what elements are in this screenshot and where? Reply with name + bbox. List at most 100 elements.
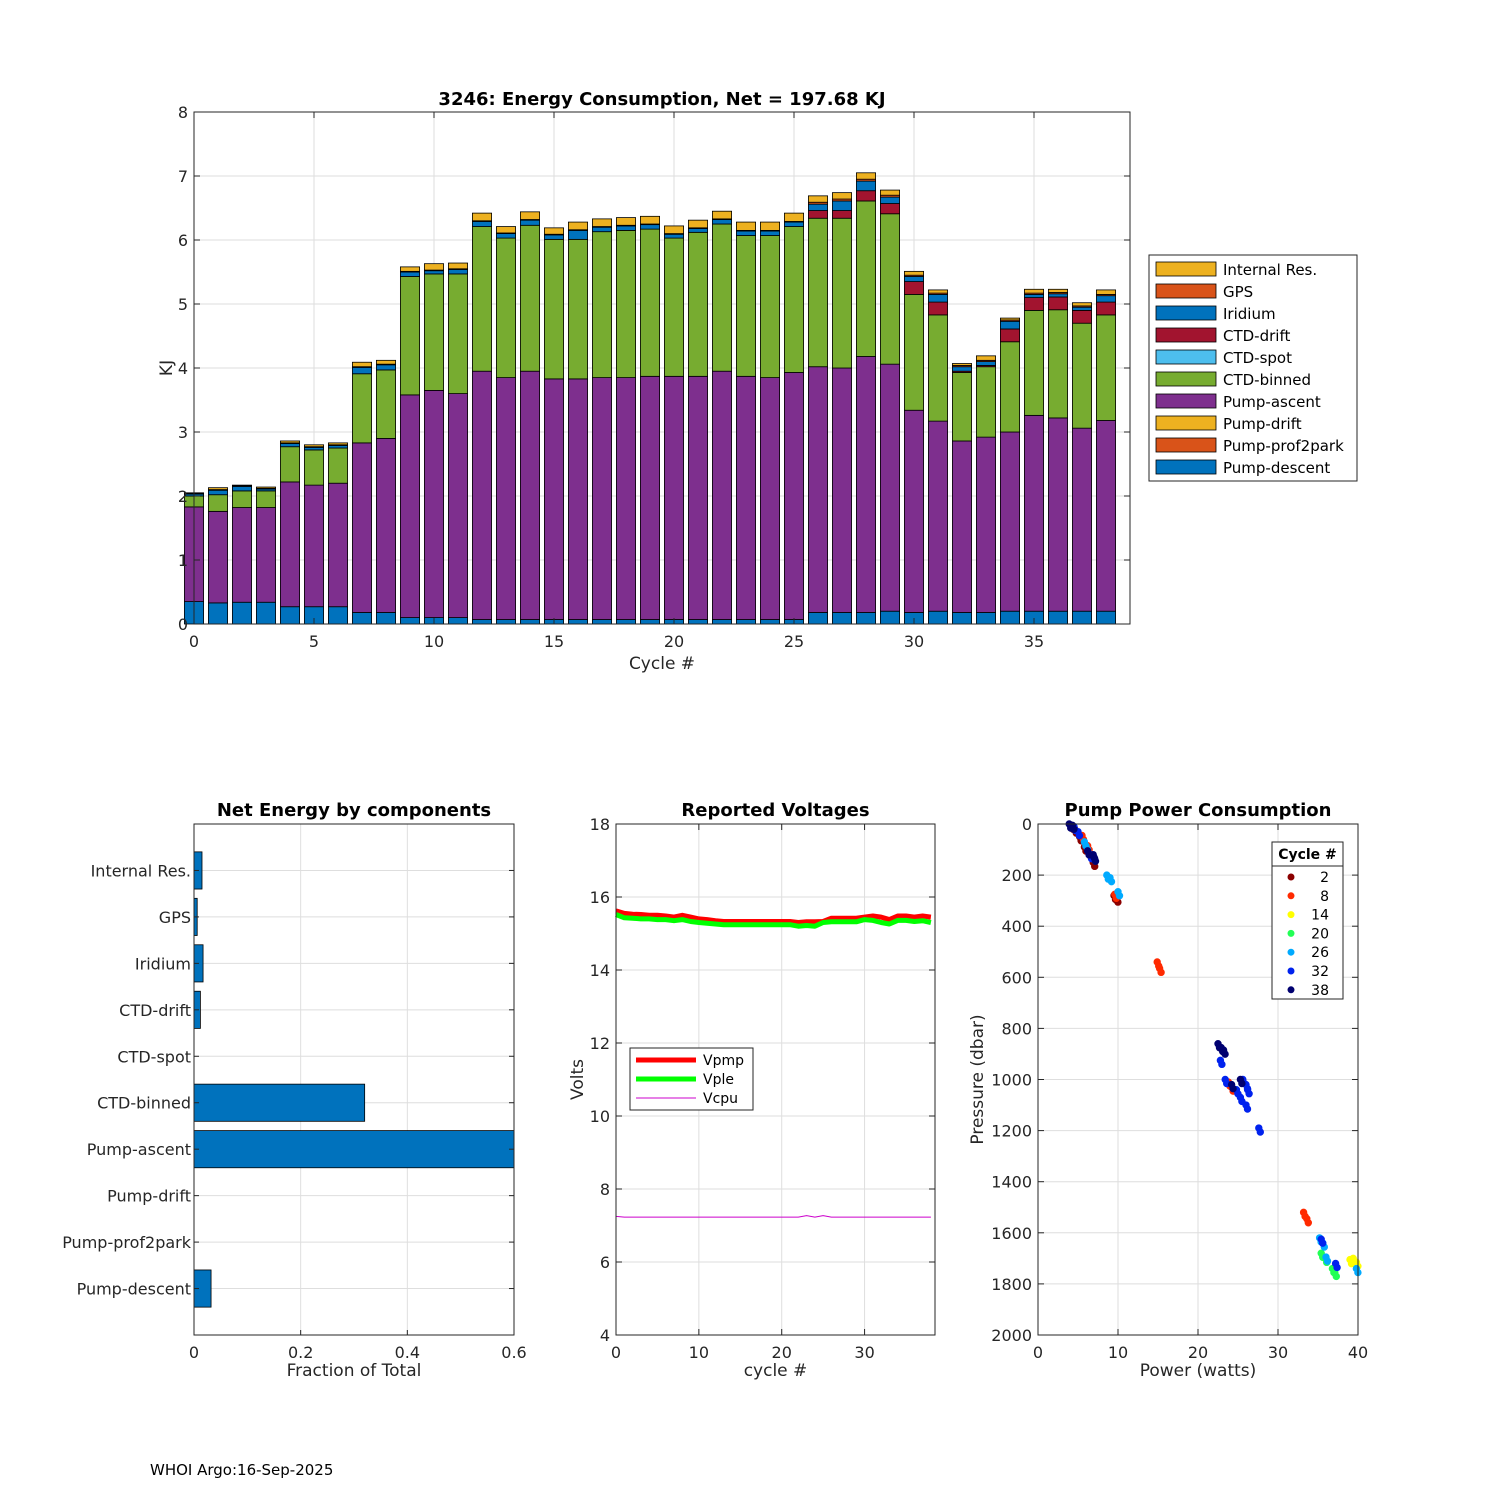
energy-bar-segment (952, 363, 973, 366)
energy-chart: 0 5 10 15 20 25 30 35 0 1 2 3 4 5 6 7 8 3246: Energy Cons… (157, 89, 1358, 674)
energy-bar-segment (1048, 610, 1069, 625)
energy-bar-segment (976, 355, 997, 361)
energy-bar-segment (664, 375, 685, 620)
pump-power-point (1070, 825, 1078, 833)
energy-legend-swatch (1155, 349, 1217, 365)
pump-power-point (1229, 1084, 1237, 1093)
voltages-line-vple (615, 912, 932, 929)
energy-bar-segment (1000, 341, 1021, 433)
energy-bar-segment (399, 394, 420, 619)
pump-power-ytick-label: 1400 (991, 1173, 1032, 1192)
energy-bar-segment (640, 228, 661, 377)
energy-bar-segment (207, 494, 228, 512)
energy-bar-segment (375, 612, 396, 625)
components-chart: 0 0.2 0.4 0.6 Internal Res. GPS Iridium CTD-dri… (62, 800, 527, 1381)
energy-legend-swatch (1155, 305, 1217, 321)
energy-bar-segment (327, 442, 348, 446)
pump-power-xtick-label: 0 (1033, 1343, 1043, 1362)
pump-power-legend-marker (1287, 873, 1295, 881)
energy-legend-label: CTD-spot (1223, 349, 1292, 367)
energy-xtick-label: 30 (904, 632, 924, 651)
energy-bar-segment (880, 203, 901, 215)
energy-bar-segment (1024, 293, 1045, 298)
energy-bar-segment (856, 172, 877, 180)
energy-bar-segment (760, 221, 781, 231)
energy-bar-segment (808, 195, 829, 203)
pump-power-ytick-label: 1800 (991, 1275, 1032, 1294)
energy-bar-segment (255, 486, 276, 489)
pump-power-xlabel: Power (watts) (1140, 1361, 1257, 1381)
energy-bar-segment (1048, 293, 1069, 298)
energy-bar-segment (952, 366, 973, 372)
pump-power-legend-marker (1287, 892, 1295, 900)
voltages-xtick-label: 30 (854, 1343, 874, 1362)
energy-bar-segment (616, 619, 637, 625)
energy-bar-segment (640, 224, 661, 230)
energy-bar-segment (544, 378, 565, 620)
energy-bar-segment (1000, 431, 1021, 612)
energy-bar-segment (399, 617, 420, 625)
energy-bar-segment (976, 612, 997, 625)
energy-bar-segment (856, 612, 877, 625)
pump-power-ytick-label: 1000 (991, 1071, 1032, 1090)
voltages-legend-label: Vcpu (703, 1091, 738, 1107)
energy-bar-segment (928, 289, 949, 294)
energy-bar-segment (471, 619, 492, 625)
energy-bar-segment (231, 490, 252, 508)
energy-bar-segment (447, 393, 468, 619)
pump-power-point (1115, 892, 1124, 900)
energy-bar-segment (1072, 309, 1093, 324)
pump-power-legend-label: 38 (1311, 983, 1329, 999)
pump-power-legend-marker (1287, 986, 1295, 994)
energy-bar-segment (688, 619, 709, 625)
energy-bar-segment (760, 619, 781, 625)
energy-ytick-label: 5 (178, 295, 188, 314)
components-title: Net Energy by components (217, 800, 491, 821)
energy-bar-segment (568, 378, 589, 620)
pump-power-ytick-label: 1600 (991, 1224, 1032, 1243)
pump-power-point (1075, 831, 1084, 840)
energy-bar-segment (495, 226, 516, 234)
energy-bar-segment (712, 210, 733, 220)
energy-bar-segment (808, 366, 829, 613)
components-category-label: GPS (159, 908, 191, 927)
pump-power-xtick-label: 40 (1348, 1343, 1368, 1362)
voltages-ytick-label: 16 (590, 888, 610, 907)
energy-bar-segment (351, 612, 372, 625)
energy-legend-label: Internal Res. (1223, 261, 1317, 279)
energy-bar-segment (375, 437, 396, 613)
pump-power-point (1332, 1272, 1341, 1281)
energy-bar-segment (1024, 288, 1045, 294)
energy-xtick-label: 25 (784, 632, 804, 651)
components-bar (193, 1083, 366, 1122)
pump-power-xtick-label: 10 (1108, 1343, 1128, 1362)
pump-power-ytick-label: 200 (1001, 866, 1032, 885)
energy-bar-segment (447, 262, 468, 270)
energy-bar-segment (231, 507, 252, 603)
pump-power-ytick-label: 400 (1001, 917, 1032, 936)
energy-bar-segment (592, 218, 613, 227)
energy-bar-segment (1024, 309, 1045, 416)
pump-power-point (1218, 1060, 1226, 1069)
energy-bar-segment (664, 225, 685, 234)
energy-legend-label: Pump-descent (1223, 459, 1330, 477)
energy-bar-segment (520, 219, 541, 226)
pump-power-xtick-label: 20 (1188, 1343, 1208, 1362)
pump-power-point (1243, 1105, 1252, 1113)
energy-xtick-label: 5 (309, 632, 319, 651)
energy-bar-segment (351, 361, 372, 368)
energy-xtick-label: 15 (544, 632, 564, 651)
pump-power-legend-box (1271, 841, 1344, 1000)
energy-bar-segment (928, 314, 949, 422)
pump-power-ytick-label: 0 (1022, 815, 1032, 834)
pump-power-legend-label: 26 (1311, 945, 1329, 961)
components-category-label: Internal Res. (91, 861, 191, 880)
energy-bar-segment (784, 372, 805, 620)
voltages-xlabel: cycle # (744, 1361, 808, 1381)
pump-power-legend-marker (1287, 929, 1295, 937)
energy-bar-segment (423, 263, 444, 271)
energy-bar-segment (327, 447, 348, 484)
energy-bar-segment (471, 221, 492, 227)
energy-bar-segment (447, 269, 468, 275)
